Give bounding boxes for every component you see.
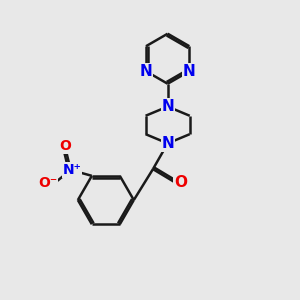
- Text: N: N: [183, 64, 196, 79]
- Text: N⁺: N⁺: [63, 163, 82, 177]
- Text: O: O: [59, 140, 71, 153]
- Text: O⁻: O⁻: [38, 176, 58, 190]
- Text: N: N: [161, 99, 174, 114]
- Text: N: N: [140, 64, 152, 79]
- Text: N: N: [161, 136, 174, 151]
- Text: O: O: [174, 175, 187, 190]
